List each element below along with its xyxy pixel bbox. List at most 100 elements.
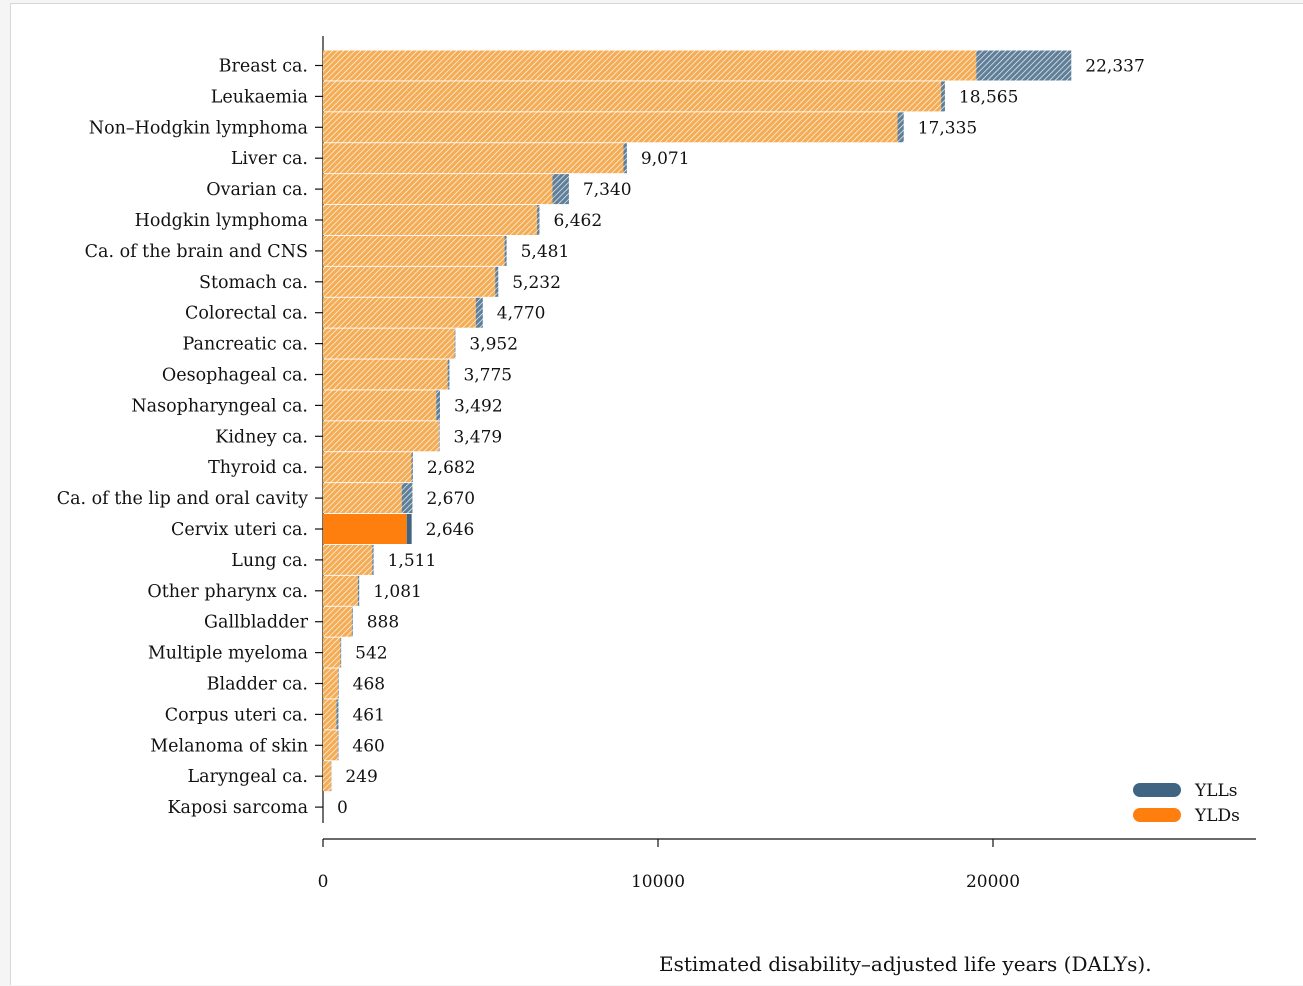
category-label: Ovarian ca. xyxy=(206,180,308,200)
bar-yll xyxy=(358,576,359,606)
bar-yld xyxy=(323,452,411,482)
bar-yll xyxy=(338,669,339,699)
category-label: Thyroid ca. xyxy=(208,458,308,478)
bar-yld xyxy=(323,421,439,451)
bar-yll xyxy=(476,298,483,328)
bar-yld xyxy=(323,112,898,142)
bar-yld xyxy=(323,174,552,204)
value-label: 3,492 xyxy=(454,396,503,416)
bar-yld xyxy=(323,205,537,235)
bars xyxy=(323,51,1071,792)
bar-yll xyxy=(448,360,450,390)
category-label: Cervix uteri ca. xyxy=(171,520,308,540)
bar-yll xyxy=(340,638,341,668)
x-axis-label: Estimated disability–adjusted life years… xyxy=(659,952,1152,976)
bar-yll xyxy=(505,236,507,266)
category-label: Breast ca. xyxy=(219,57,308,77)
category-label: Corpus uteri ca. xyxy=(165,705,308,725)
category-label: Oesophageal ca. xyxy=(162,366,308,386)
legend-swatch xyxy=(1133,808,1181,822)
bar-yll xyxy=(623,143,626,173)
bar-yll xyxy=(407,514,412,544)
category-label: Stomach ca. xyxy=(199,273,308,293)
value-label: 7,340 xyxy=(583,180,632,200)
category-label: Ca. of the brain and CNS xyxy=(85,242,308,262)
bar-yll xyxy=(976,51,1071,81)
category-label: Leukaemia xyxy=(211,87,308,107)
bar-yld xyxy=(323,514,407,544)
category-label: Nasopharyngeal ca. xyxy=(131,396,308,416)
category-label: Non–Hodgkin lymphoma xyxy=(89,118,308,138)
category-label: Kidney ca. xyxy=(215,427,308,447)
value-label: 2,646 xyxy=(426,520,475,540)
value-label: 2,670 xyxy=(426,489,475,509)
value-label: 5,232 xyxy=(512,273,561,293)
bar-yll xyxy=(402,483,413,513)
bar-yld xyxy=(323,298,476,328)
bar-yll xyxy=(495,267,498,297)
category-label: Hodgkin lymphoma xyxy=(135,211,308,231)
value-label: 888 xyxy=(367,613,399,633)
bar-yll xyxy=(338,730,339,760)
category-label: Other pharynx ca. xyxy=(147,582,308,602)
bar-yll xyxy=(537,205,539,235)
bar-yld xyxy=(323,51,976,81)
category-label: Colorectal ca. xyxy=(185,304,308,324)
value-label: 2,682 xyxy=(427,458,476,478)
bar-yll xyxy=(372,545,373,575)
value-label: 18,565 xyxy=(959,87,1018,107)
bar-yld xyxy=(323,483,402,513)
value-label: 22,337 xyxy=(1085,57,1144,77)
category-label: Bladder ca. xyxy=(207,675,308,695)
category-label: Gallbladder xyxy=(204,613,309,633)
value-label: 3,775 xyxy=(463,366,512,386)
value-label: 1,511 xyxy=(388,551,437,571)
bar-yld xyxy=(323,390,436,420)
bar-yll xyxy=(455,329,456,359)
bar-yld xyxy=(323,638,340,668)
legend-label: YLLs xyxy=(1194,781,1238,801)
bar-yld xyxy=(323,143,623,173)
legend-swatch xyxy=(1133,783,1181,797)
value-label: 460 xyxy=(352,736,384,756)
bar-yll xyxy=(411,452,412,482)
x-tick-label: 0 xyxy=(318,872,329,892)
bar-yld xyxy=(323,669,338,699)
bar-yld xyxy=(323,81,941,111)
category-label: Liver ca. xyxy=(231,149,308,169)
bar-yld xyxy=(323,236,505,266)
value-label: 468 xyxy=(353,675,385,695)
bar-yll xyxy=(552,174,568,204)
category-label: Ca. of the lip and oral cavity xyxy=(57,489,308,509)
category-label: Lung ca. xyxy=(231,551,308,571)
value-label: 9,071 xyxy=(641,149,690,169)
bar-yld xyxy=(323,545,372,575)
value-label: 3,952 xyxy=(469,335,518,355)
value-label: 6,462 xyxy=(553,211,602,231)
bar-yld xyxy=(323,730,338,760)
value-label: 4,770 xyxy=(497,304,546,324)
category-label: Laryngeal ca. xyxy=(187,767,308,787)
value-label: 1,081 xyxy=(373,582,422,602)
bar-yll xyxy=(439,421,440,451)
bar-yll xyxy=(941,81,945,111)
bar-yll xyxy=(898,112,904,142)
bar-yll xyxy=(336,699,338,729)
value-label: 17,335 xyxy=(918,118,977,138)
bar-yld xyxy=(323,360,448,390)
category-label: Multiple myeloma xyxy=(148,644,308,664)
bar-yld xyxy=(323,329,455,359)
value-label: 0 xyxy=(337,798,348,818)
bar-yld xyxy=(323,761,331,791)
bar-yld xyxy=(323,699,336,729)
bar-yld xyxy=(323,576,358,606)
bar-yld xyxy=(323,267,495,297)
value-label: 461 xyxy=(352,705,384,725)
value-label: 5,481 xyxy=(521,242,570,262)
value-label: 249 xyxy=(345,767,377,787)
x-tick-label: 20000 xyxy=(966,872,1020,892)
bar-yll xyxy=(352,607,353,637)
